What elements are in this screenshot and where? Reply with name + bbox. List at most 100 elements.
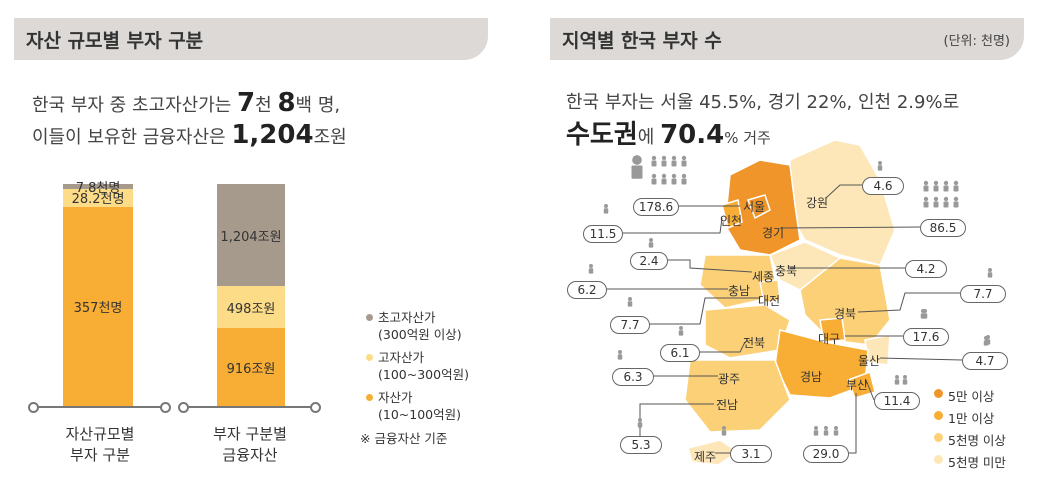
value-badge-전북: 6.1 (660, 344, 700, 362)
legend-item-초고자산가: 초고자산가 (300억원 이상) (366, 309, 462, 343)
person-icon (921, 309, 925, 313)
person-icon (604, 204, 608, 208)
legend-swatch (366, 354, 373, 361)
map-label-서울: 서울 (743, 200, 766, 214)
person-icon (671, 160, 677, 167)
person-icon (651, 155, 657, 161)
person-icon (878, 161, 882, 165)
person-icon (923, 185, 929, 192)
person-icon (902, 379, 908, 385)
person-icon (988, 268, 992, 272)
person-icon (631, 165, 643, 179)
person-icon (984, 336, 988, 340)
map-label-세종: 세종 (752, 270, 775, 284)
map-legend-item-5만 이상: 5만 이상 (934, 386, 995, 405)
legend-swatch (366, 394, 373, 401)
person-icon (933, 201, 939, 208)
map-label-대구: 대구 (818, 332, 841, 346)
map-legend-item-1만 이상: 1만 이상 (934, 408, 995, 427)
value-badge-울산: 4.7 (962, 352, 1008, 370)
person-icon (823, 430, 829, 436)
map-region-대전 (759, 279, 781, 304)
map-region-대구 (819, 317, 846, 343)
person-icon (923, 196, 929, 202)
bar1-label-line1: 자산규모별 (65, 425, 135, 443)
person-icon (814, 426, 818, 430)
right-headline-1: 한국 부자는 서울 45.5%, 경기 22%, 인천 2.9%로 (566, 92, 960, 113)
person-icon (953, 196, 959, 202)
person-icon (671, 173, 677, 179)
person-icon (628, 297, 632, 301)
axis-left (28, 401, 171, 413)
person-icon (722, 426, 726, 430)
person-icon (681, 160, 687, 167)
map-label-인천: 인천 (720, 214, 743, 228)
value-badge-인천: 11.5 (583, 225, 623, 243)
person-icon (953, 185, 959, 192)
map-label-부산: 부산 (846, 378, 869, 392)
left-header: 자산 규모별 부자 구분 (14, 18, 488, 60)
map-region-인천 (721, 199, 743, 230)
map-label-충북: 충북 (775, 264, 798, 278)
legend-name: 초고자산가 (378, 310, 436, 325)
person-icon (617, 354, 623, 360)
map-region-전남 (684, 359, 791, 433)
person-icon (681, 155, 687, 161)
person-icon (833, 430, 839, 436)
map-label-울산: 울산 (858, 354, 881, 368)
left-note: ※ 금융자산 기준 (360, 431, 448, 446)
person-icon (671, 155, 677, 161)
person-icon (895, 375, 899, 379)
left-header-title: 자산 규모별 부자 구분 (26, 30, 204, 52)
person-icon (618, 350, 622, 354)
value-badge-경북: 7.7 (960, 285, 1006, 303)
bar-value-label: 357천명 (73, 300, 123, 316)
map-label-광주: 광주 (718, 372, 741, 386)
map-legend-swatch (934, 389, 943, 398)
person-icon (632, 155, 642, 165)
leader-line (698, 341, 746, 353)
person-icon (671, 178, 677, 185)
person-icon (589, 264, 593, 268)
value-badge-대구: 17.6 (903, 328, 949, 346)
leader-line (825, 184, 862, 199)
right-header: 지역별 한국 부자 수 (단위: 천명) (550, 18, 1024, 60)
person-icon (987, 272, 993, 278)
map-label-강원: 강원 (806, 196, 829, 210)
person-icon (920, 313, 926, 319)
person-icon (933, 180, 939, 186)
value-badge-부산: 29.0 (803, 445, 849, 463)
left-headline-2: 이들이 보유한 금융자산은 1,204조원 (32, 120, 347, 150)
leader-line (865, 379, 875, 401)
person-icon (603, 208, 609, 214)
person-icon (651, 173, 657, 179)
person-icon (661, 173, 667, 179)
bar-segment-초고자산가: 1,204조원 (217, 184, 285, 287)
legend-name: 고자산가 (378, 350, 425, 365)
bar-segment-고자산가: 498조원 (217, 286, 285, 329)
person-icon (834, 426, 838, 430)
person-icon (983, 340, 989, 346)
person-icon (953, 180, 959, 186)
bar-segment-자산가: 916조원 (217, 328, 285, 406)
legend-item-고자산가: 고자산가 (100~300억원) (366, 349, 469, 383)
person-icon (649, 238, 653, 242)
person-icon (638, 418, 642, 422)
map-legend-label: 1만 이상 (948, 411, 995, 426)
value-badge-대전: 7.7 (610, 316, 650, 334)
leader-line (857, 292, 960, 313)
value-badge-충북: 4.2 (905, 260, 947, 278)
person-icon (877, 165, 883, 171)
value-badge-경기: 86.5 (920, 219, 966, 237)
person-icon (637, 422, 643, 428)
axis-right (178, 401, 321, 413)
value-badge-충남: 6.2 (567, 281, 607, 299)
leader-line (847, 393, 857, 454)
value-badge-제주: 3.1 (730, 445, 772, 463)
person-icon (678, 330, 684, 336)
person-icon (933, 185, 939, 192)
map-label-제주: 제주 (694, 450, 717, 464)
map-legend-label: 5만 이상 (948, 389, 995, 404)
bar-value-label: 498조원 (226, 301, 276, 317)
